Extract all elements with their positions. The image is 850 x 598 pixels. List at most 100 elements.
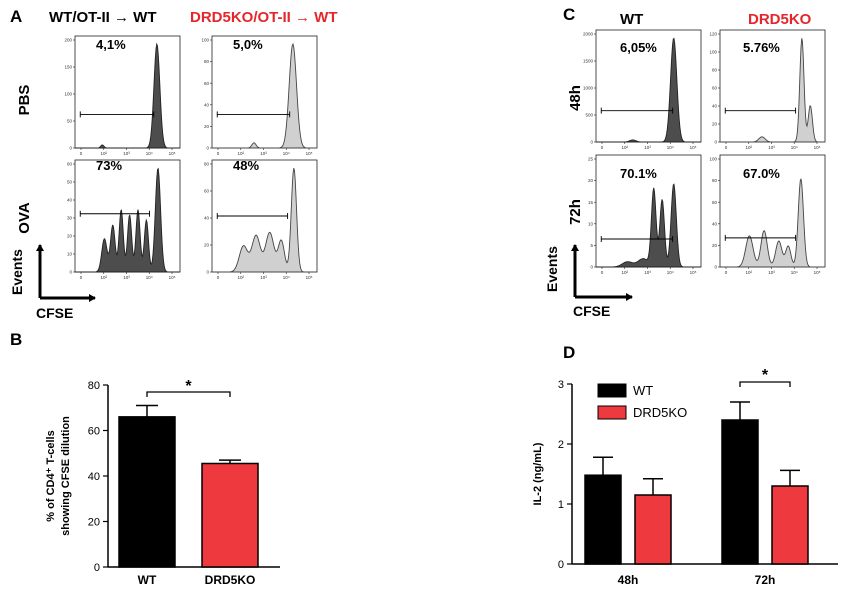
y-tick-label: 50 xyxy=(67,119,73,124)
y-tick-label: 0 xyxy=(590,265,593,270)
x-tick-label: 10³ xyxy=(644,270,651,275)
plot-frame xyxy=(211,35,318,149)
x-tick-label: 10⁵ xyxy=(814,270,821,275)
y-tick-label: 80 xyxy=(712,68,718,73)
y-tick-label: 100 xyxy=(709,50,717,55)
y-tick-label: 20 xyxy=(88,517,100,529)
histogram-curve xyxy=(596,183,701,268)
histogram-c-48h-wt: 0 500 1000 1500 2000 0 10² 10³ 10⁴ 10⁵ xyxy=(583,29,702,150)
histogram-a-ova-wt: 0 10 20 30 40 50 60 0 10² 10³ 10⁴ 10⁵ xyxy=(67,159,181,280)
histogram-curve xyxy=(720,178,825,268)
y-tick-label: 20 xyxy=(712,243,718,248)
panel-a-header-ko: DRD5KO/OT-II → WT xyxy=(190,9,338,26)
histogram-a-ova-ko: 0 20 40 60 80 0 10² 10³ 10⁴ 10⁵ xyxy=(204,159,318,280)
pct-c-48h-wt: 6,05% xyxy=(620,40,657,55)
x-tick-label: 10² xyxy=(621,270,628,275)
histogram-c-48h-ko: 0 20 40 60 80 100 120 0 10² 10³ 10⁴ 10⁵ xyxy=(709,29,826,150)
cfse-label-c: CFSE xyxy=(573,303,610,319)
x-tick-label: 10⁴ xyxy=(283,275,290,280)
y-tick-label: 60 xyxy=(204,189,210,194)
y-tick-label: 5 xyxy=(590,243,593,248)
panel-c-label: C xyxy=(563,5,575,24)
pct-a-pbs-wt: 4,1% xyxy=(96,37,126,52)
bar-drd5ko-48h xyxy=(634,494,672,565)
x-tick-label: 10⁴ xyxy=(791,270,798,275)
histogram-curve xyxy=(596,37,701,143)
y-tick-label: 10 xyxy=(588,221,594,226)
x-tick-label: 10³ xyxy=(768,145,775,150)
x-tick-label: 10⁴ xyxy=(146,275,153,280)
pct-a-pbs-ko: 5,0% xyxy=(233,37,263,52)
x-tick-label: 10⁵ xyxy=(690,270,697,275)
y-tick-label: 0 xyxy=(206,270,209,275)
histogram-c-72h-ko: 0 20 40 60 80 100 0 10² 10³ 10⁴ 10⁵ xyxy=(709,154,826,275)
y-tick-label: 10 xyxy=(67,252,73,257)
panel-a-header-wt: WT/OT-II → WT xyxy=(49,9,156,26)
category-label: 72h xyxy=(755,573,776,587)
panel-a-label: A xyxy=(10,7,22,26)
x-tick-label: 0 xyxy=(601,270,604,275)
category-label: DRD5KO xyxy=(205,573,256,587)
x-tick-label: 10⁵ xyxy=(169,275,176,280)
x-tick-label: 10² xyxy=(745,145,752,150)
y-tick-label: 1 xyxy=(558,499,564,511)
bar-chart-b: 0 20 40 60 80 % of CD4⁺ T-cells showing CFSE d… xyxy=(45,378,280,587)
x-tick-label: 10⁵ xyxy=(814,145,821,150)
histogram-c-72h-wt: 0 5 10 15 20 25 0 10² 10³ 10⁴ 10⁵ xyxy=(588,154,702,275)
significance-bracket xyxy=(739,381,791,387)
x-tick-label: 10⁵ xyxy=(690,145,697,150)
x-tick-label: 10⁴ xyxy=(667,145,674,150)
y-axis-label-line2: showing CFSE dilution xyxy=(60,416,72,536)
y-tick-label: 200 xyxy=(64,38,72,43)
y-tick-label: 0 xyxy=(558,559,564,571)
y-tick-label: 150 xyxy=(64,65,72,70)
legend-label-drd5ko: DRD5KO xyxy=(633,405,687,420)
histogram-curve xyxy=(75,167,180,273)
y-tick-label: 100 xyxy=(64,92,72,97)
x-tick-label: 10³ xyxy=(123,275,130,280)
y-tick-label: 40 xyxy=(67,198,73,203)
y-tick-label: 40 xyxy=(712,221,718,226)
y-axis-label-line1: % of CD4⁺ T-cells xyxy=(45,430,57,521)
y-tick-label: 80 xyxy=(712,178,718,183)
panel-c-row-72h: 72h xyxy=(567,199,584,225)
x-tick-label: 0 xyxy=(217,151,220,156)
x-tick-label: 0 xyxy=(80,151,83,156)
pct-c-72h-wt: 70.1% xyxy=(620,166,657,181)
x-tick-label: 10² xyxy=(237,275,244,280)
y-tick-label: 3 xyxy=(558,379,564,391)
x-tick-label: 0 xyxy=(80,275,83,280)
panel-a-row-pbs: PBS xyxy=(16,85,33,116)
x-tick-label: 10⁵ xyxy=(306,275,313,280)
legend-label-wt: WT xyxy=(633,383,653,398)
pct-c-72h-ko: 67.0% xyxy=(743,166,780,181)
histogram-a-pbs-ko: 0 20 40 60 80 100 0 10² 10³ 10⁴ 10⁵ xyxy=(201,35,318,156)
y-tick-label: 60 xyxy=(712,86,718,91)
y-tick-label: 0 xyxy=(69,270,72,275)
y-tick-label: 30 xyxy=(67,216,73,221)
panel-d-label: D xyxy=(563,343,575,362)
y-tick-label: 15 xyxy=(588,200,594,205)
cfse-label-a: CFSE xyxy=(36,305,73,321)
y-tick-label: 20 xyxy=(204,124,210,129)
y-tick-label: 40 xyxy=(712,104,718,109)
x-tick-label: 10² xyxy=(237,151,244,156)
category-label: WT xyxy=(138,573,157,587)
x-tick-label: 10⁴ xyxy=(791,145,798,150)
y-tick-label: 120 xyxy=(709,32,717,37)
significance-star: * xyxy=(762,367,769,384)
y-tick-label: 40 xyxy=(204,102,210,107)
x-tick-label: 10⁴ xyxy=(146,151,153,156)
x-tick-label: 10² xyxy=(100,275,107,280)
x-tick-label: 10³ xyxy=(644,145,651,150)
y-tick-label: 1500 xyxy=(583,59,594,64)
histogram-curve xyxy=(720,38,825,143)
x-tick-label: 10⁴ xyxy=(283,151,290,156)
y-tick-label: 0 xyxy=(69,146,72,151)
category-label: 48h xyxy=(618,573,639,587)
panel-c-header-wt: WT xyxy=(620,11,643,28)
y-tick-label: 80 xyxy=(88,380,100,392)
legend-swatch-drd5ko xyxy=(597,405,627,420)
events-label-a: Events xyxy=(9,249,25,295)
